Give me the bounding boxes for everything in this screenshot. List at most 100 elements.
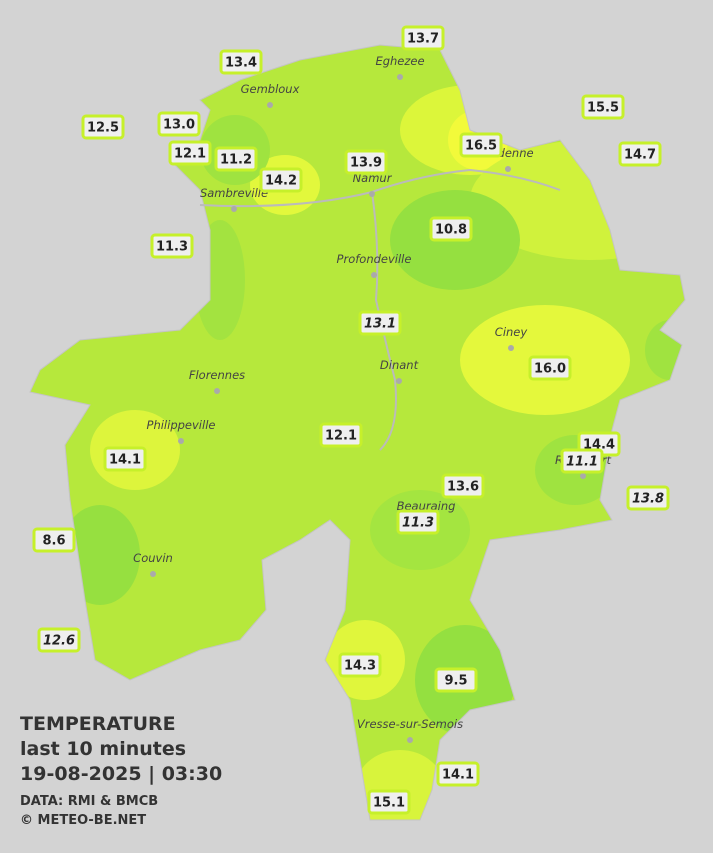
station-box [150, 233, 194, 259]
city-dot [178, 438, 184, 444]
city-dot [150, 571, 156, 577]
station: 13.1 [358, 310, 402, 336]
station-box [338, 652, 382, 678]
station-value: 13.6 [447, 480, 479, 495]
city-dot [231, 206, 237, 212]
station-value: 13.0 [163, 118, 195, 133]
city-dot [505, 166, 511, 172]
station-value: 14.1 [109, 453, 141, 468]
city-label: Vresse-sur-Semois [357, 717, 463, 731]
station: 13.8 [626, 485, 670, 511]
station-value: 15.5 [587, 101, 619, 116]
station-box [37, 627, 81, 653]
station: 13.9 [344, 149, 388, 175]
city-dot [407, 737, 413, 743]
station: 14.3 [338, 652, 382, 678]
city-dot [369, 191, 375, 197]
city-label: Couvin [133, 551, 173, 565]
station: 11.2 [214, 146, 258, 172]
station-box [429, 216, 473, 242]
station-value: 15.1 [373, 796, 405, 811]
city-label: Florennes [189, 368, 245, 382]
station: 13.6 [441, 473, 485, 499]
legend-copyright: © METEO-BE.NET [20, 813, 146, 828]
station: 12.5 [81, 114, 125, 140]
station-box [103, 446, 147, 472]
station-value: 16.0 [534, 362, 566, 377]
station: 12.1 [319, 422, 363, 448]
station: 12.1 [168, 140, 212, 166]
city-label: Ciney [495, 325, 528, 339]
legend-subtitle: last 10 minutes [20, 738, 186, 760]
station-box [344, 149, 388, 175]
legend-datetime: 19-08-2025 | 03:30 [20, 763, 222, 785]
city-label: Philippeville [147, 418, 216, 432]
city-dot [580, 473, 586, 479]
station-value: 16.5 [465, 139, 497, 154]
station-value: 12.1 [325, 429, 357, 444]
station-box [32, 527, 76, 553]
city-label: Eghezee [375, 54, 424, 68]
station-box [618, 141, 662, 167]
station-box [560, 448, 604, 474]
station-value: 14.3 [344, 659, 376, 674]
station-value: 13.7 [407, 32, 439, 47]
station-value: 10.8 [435, 223, 467, 238]
station-box [259, 167, 303, 193]
station-box [157, 111, 201, 137]
station-value: 12.1 [174, 147, 206, 162]
station-box [436, 761, 480, 787]
station-value: 13.9 [350, 156, 382, 171]
city-label: Dinant [380, 358, 419, 372]
station-value: 8.6 [42, 534, 65, 549]
city-dot [371, 272, 377, 278]
station-box [459, 132, 503, 158]
station: 13.7 [401, 25, 445, 51]
station-box [401, 25, 445, 51]
station: 16.5 [459, 132, 503, 158]
station-box [396, 509, 440, 535]
station-value: 12.5 [87, 121, 119, 136]
station: 14.1 [436, 761, 480, 787]
station-value: 14.2 [265, 174, 297, 189]
station: 8.6 [32, 527, 76, 553]
station-value: 11.2 [220, 153, 252, 168]
station-value: 11.3 [402, 516, 434, 531]
station-value: 14.7 [624, 148, 656, 163]
station-value: 13.4 [225, 56, 257, 71]
station: 10.8 [429, 216, 473, 242]
city-dot [397, 74, 403, 80]
station-value: 9.5 [444, 674, 467, 689]
station-box [214, 146, 258, 172]
station: 14.1 [103, 446, 147, 472]
station: 12.6 [37, 627, 81, 653]
station-value: 13.1 [364, 317, 396, 332]
station: 11.3 [150, 233, 194, 259]
station-value: 12.6 [43, 634, 75, 649]
city-dot [267, 102, 273, 108]
station-value: 14.1 [442, 768, 474, 783]
station: 13.4 [219, 49, 263, 75]
legend-source: DATA: RMI & BMCB [20, 794, 158, 809]
city-label: Gembloux [241, 82, 300, 96]
city-dot [396, 378, 402, 384]
station: 13.0 [157, 111, 201, 137]
station-box [441, 473, 485, 499]
station: 15.5 [581, 94, 625, 120]
city-label: Profondeville [337, 252, 412, 266]
station-box [81, 114, 125, 140]
station: 14.2 [259, 167, 303, 193]
city-dot [214, 388, 220, 394]
station-box [219, 49, 263, 75]
station-box [581, 94, 625, 120]
station-box [626, 485, 670, 511]
station: 15.1 [367, 789, 411, 815]
station: 14.7 [618, 141, 662, 167]
city-label: Sambreville [200, 186, 268, 200]
station-box [434, 667, 478, 693]
station-value: 13.8 [632, 492, 664, 507]
station-box [367, 789, 411, 815]
station-box [358, 310, 402, 336]
legend-title: TEMPERATURE [20, 713, 176, 735]
